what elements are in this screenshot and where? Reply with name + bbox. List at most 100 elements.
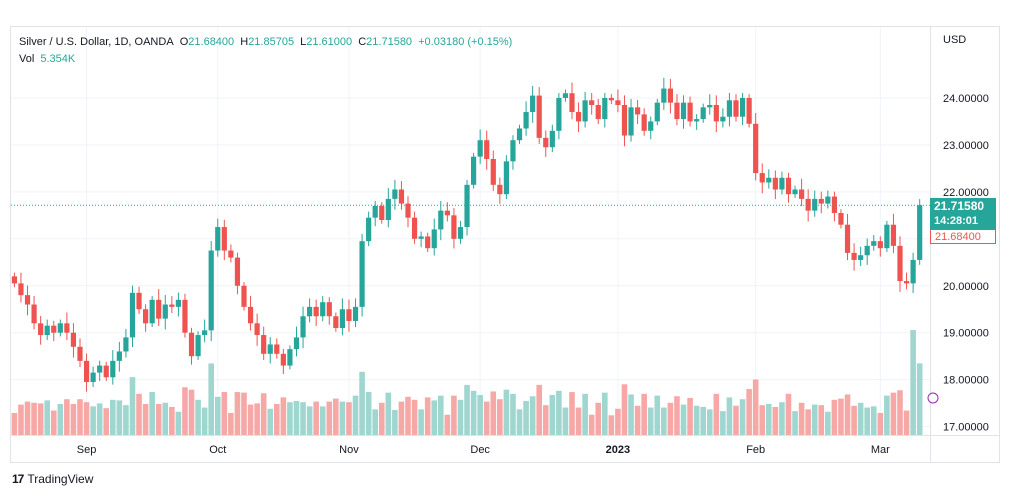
close-value: 21.71580 [366,36,413,48]
volume-bar [746,389,752,435]
candle-body [300,316,306,338]
volume-bar [136,393,142,435]
candle-body [792,189,798,195]
candle-body [851,252,857,260]
volume-bar [214,396,221,435]
volume-bar [155,403,162,435]
candle-body [615,100,621,105]
volume-bar [805,409,811,435]
candle-body [687,102,693,122]
candle-body [234,257,241,286]
candle-body [346,309,352,321]
candle-body [733,100,739,117]
candle-body [641,114,647,131]
volume-bar [726,397,733,435]
low-label: L [300,36,307,48]
candle-body [366,217,372,242]
candle-body [261,335,267,354]
candle-body [307,306,313,317]
candle-body [451,215,457,239]
candle-body [359,241,365,307]
volume-bar [529,396,536,435]
volume-bar [228,412,234,435]
volume-bar [103,408,110,435]
open-price-tag: 21.68400 [930,229,996,244]
volume-bar [359,371,365,435]
volume-bar [864,407,870,435]
symbol-title[interactable]: Silver / U.S. Dollar, 1D, OANDA [19,36,174,48]
candle-body [149,299,155,324]
volume-bar [641,393,647,435]
y-tick-label: 22.00000 [943,187,989,199]
y-tick-label: 17.00000 [943,422,989,434]
volume-bar [339,401,346,435]
volume-bar [844,394,851,435]
x-tick-label: Dec [470,444,490,456]
volume-bar [293,400,300,435]
low-value: 21.61000 [306,36,353,48]
candle-body [411,217,418,239]
volume-bar [431,400,438,435]
candle-body [24,295,31,305]
volume-bar [18,404,24,435]
candle-body [661,88,667,103]
volume-bar [503,389,510,435]
x-tick-label: Feb [746,444,765,456]
candle-body [228,250,234,258]
volume-bar [405,396,411,435]
volume-bar [536,384,542,435]
volume-bar [77,399,83,435]
candle-body [858,255,864,260]
volume-bar [510,393,516,435]
candle-body [287,349,293,366]
candle-body [471,156,477,185]
volume-bar [523,400,529,435]
candle-body [254,323,260,336]
candle-body [608,97,614,101]
volume-bar [90,406,96,435]
volume-bar [50,410,57,435]
volume-bar [903,410,910,435]
candle-body [543,137,549,148]
volume-bar [346,402,352,435]
countdown-tag: 14:28:01 [930,214,996,229]
tradingview-footer[interactable]: 17 TradingView [12,472,93,486]
candle-body [110,360,116,378]
volume-bar [201,407,208,435]
volume-bar [838,398,844,435]
candle-body [267,344,273,354]
volume-bar [438,395,444,435]
high-value: 21.85705 [248,36,295,48]
candle-body [372,205,378,218]
volume-bar [64,399,70,435]
candle-body [313,306,319,317]
volume-bar [615,408,621,435]
candle-body [602,97,608,120]
candle-body [51,325,57,333]
candle-body [844,224,851,253]
candle-body [352,306,359,321]
candle-body [648,121,654,131]
volume-bar [411,399,418,435]
candle-body [405,203,411,218]
candle-body [484,140,490,159]
volume-bar [247,404,254,435]
candle-body [635,107,641,115]
candle-body [746,97,752,124]
volume-bar [851,405,857,435]
volume-bar [287,402,293,435]
candle-body [831,196,837,213]
candle-body [464,184,470,228]
candle-body [215,227,221,251]
volume-bar [674,396,680,435]
candle-body [516,128,523,141]
candle-body [864,245,870,256]
candle-body [392,189,398,199]
volume-bar [569,392,575,435]
volume-bar [24,401,31,435]
candle-body [438,210,444,230]
volume-bar [385,392,392,435]
candle-body [64,323,70,333]
candle-body [162,304,168,319]
